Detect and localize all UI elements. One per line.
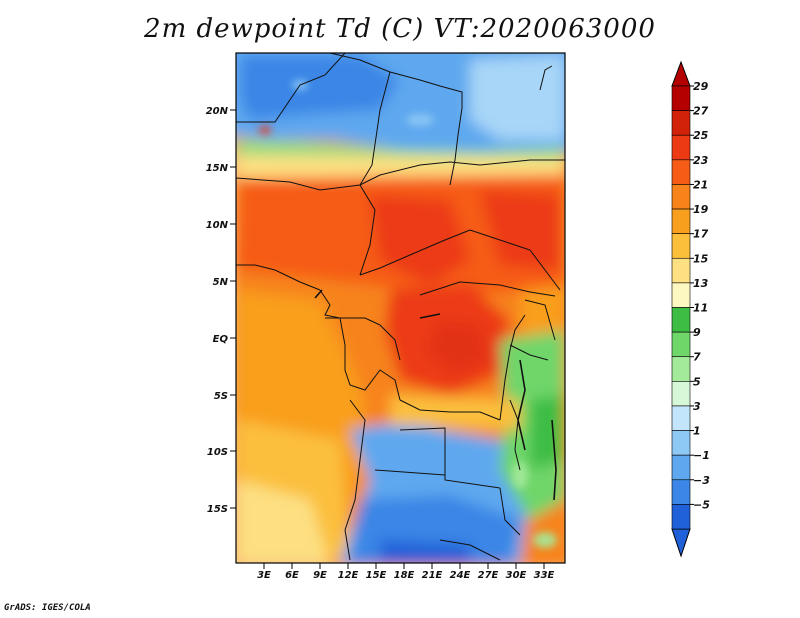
colorbar-segment xyxy=(671,405,691,431)
colorbar-segment xyxy=(671,356,691,382)
colorbar-segment xyxy=(671,233,691,259)
colorbar-segment xyxy=(671,282,691,308)
colorbar-segment xyxy=(671,208,691,234)
lon-label: 6E xyxy=(285,570,299,581)
colorbar-arrow-bottom-icon xyxy=(671,528,691,558)
colorbar-label: 3 xyxy=(693,400,701,413)
colorbar-segment xyxy=(671,159,691,185)
grads-credit: GrADS: IGES/COLA xyxy=(4,603,91,613)
lat-label: 5N xyxy=(213,277,229,288)
lon-label: 12E xyxy=(338,570,359,581)
lon-label: 9E xyxy=(313,570,327,581)
lon-label: 27E xyxy=(478,570,499,581)
colorbar-label: 9 xyxy=(693,326,701,339)
lat-label: EQ xyxy=(213,334,229,345)
borders xyxy=(236,53,565,561)
lon-label: 3E xyxy=(257,570,271,581)
lon-label: 15E xyxy=(366,570,387,581)
lon-label: 18E xyxy=(394,570,415,581)
colorbar-segment xyxy=(671,184,691,210)
colorbar-label: 1 xyxy=(693,425,701,438)
colorbar-segment xyxy=(671,257,691,284)
colorbar-label: 17 xyxy=(693,228,709,241)
colorbar-label: 27 xyxy=(693,105,709,118)
lat-label: 20N xyxy=(206,106,229,117)
colorbar-label: 19 xyxy=(693,203,709,216)
colorbar-label: 7 xyxy=(693,351,701,364)
colorbar-segment xyxy=(671,381,691,407)
colorbar-label: 11 xyxy=(693,302,708,315)
colorbar xyxy=(671,60,694,558)
colorbar-segment xyxy=(671,479,691,505)
colorbar-segment xyxy=(671,134,691,161)
colorbar-segment xyxy=(671,454,691,481)
chart-title: 2m dewpoint Td (C) VT:2020063000 xyxy=(144,14,656,44)
colorbar-arrow-top-icon xyxy=(671,60,691,87)
lon-label: 33E xyxy=(534,570,555,581)
colorbar-label: 5 xyxy=(693,375,701,388)
colorbar-label: 15 xyxy=(693,252,709,265)
axis-ticks xyxy=(230,109,545,569)
colorbar-segment xyxy=(671,85,691,111)
lon-label: 24E xyxy=(450,570,471,581)
colorbar-label: 23 xyxy=(693,154,709,167)
colorbar-segment xyxy=(671,504,691,530)
lat-label: 10S xyxy=(207,447,228,458)
lon-label: 30E xyxy=(506,570,527,581)
colorbar-label: 13 xyxy=(693,277,709,290)
colorbar-label: −3 xyxy=(693,474,710,487)
colorbar-label: 25 xyxy=(693,129,709,142)
colorbar-label: 29 xyxy=(693,80,709,93)
colorbar-segment xyxy=(671,331,691,358)
colorbar-label: −5 xyxy=(693,498,710,511)
colorbar-label: 21 xyxy=(693,178,708,191)
lat-label: 15N xyxy=(206,163,229,174)
lat-label: 5S xyxy=(214,391,228,402)
colorbar-segment xyxy=(671,430,691,456)
lon-label: 21E xyxy=(422,570,443,581)
dewpoint-field xyxy=(236,53,565,563)
colorbar-segment xyxy=(671,307,691,333)
colorbar-label: −1 xyxy=(693,449,710,462)
colorbar-segment xyxy=(671,110,691,136)
lat-label: 10N xyxy=(206,220,229,231)
lat-label: 15S xyxy=(207,504,228,515)
plot-frame xyxy=(235,52,566,564)
